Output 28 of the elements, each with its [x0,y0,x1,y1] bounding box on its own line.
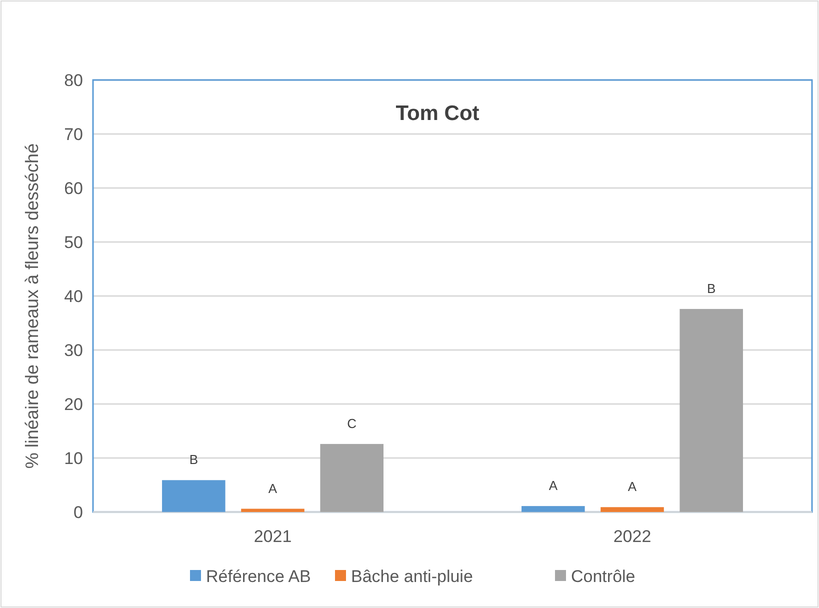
data-label: A [548,478,558,494]
x-tick-label: 2022 [613,527,652,546]
bar [320,444,384,512]
y-tick-label: 70 [64,124,83,144]
y-tick-label: 10 [64,448,83,468]
y-tick-label: 20 [64,394,83,414]
data-label: C [347,416,357,431]
bar [600,507,664,512]
text: Tom Cot [396,102,480,125]
data-label: A [628,479,637,494]
bar [522,506,585,512]
legend-label: Contrôle [571,566,636,586]
x-tick-label: 2021 [254,527,292,546]
y-tick-label: 30 [64,340,83,360]
bar [680,308,743,512]
y-tick-label: 0 [74,502,83,522]
legend-label: Bâche anti-pluie [351,566,473,586]
data-label: B [189,452,198,468]
legend-label: Référence AB [206,566,311,586]
y-tick-label: 60 [64,178,83,198]
y-tick-label: 40 [64,286,83,306]
bar [162,480,226,512]
y-tick-label: 80 [64,70,83,90]
y-tick-label: 50 [64,232,83,252]
data-label: B [707,280,716,296]
bar [241,508,304,512]
data-label: A [268,480,278,496]
y-axis-title: % linéaire de rameaux à fleurs desséché [22,143,42,469]
